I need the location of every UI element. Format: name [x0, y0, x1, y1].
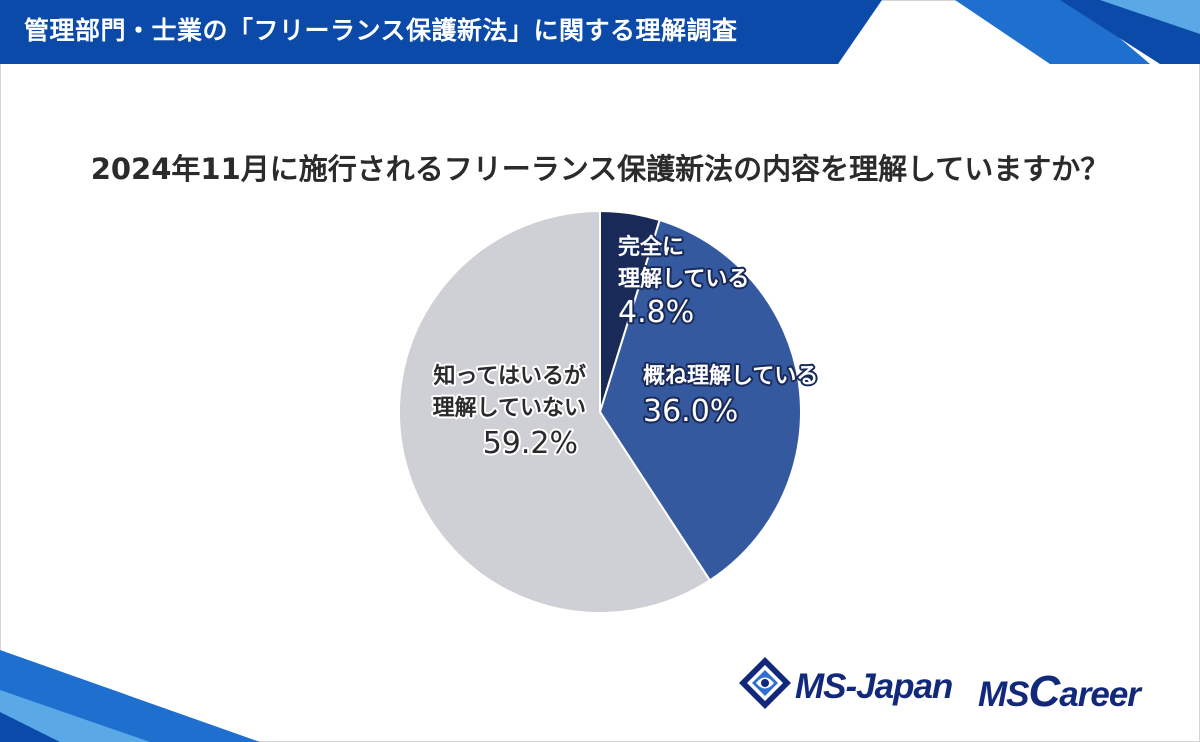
- ms-japan-logo-icon: [739, 657, 791, 709]
- slice-label-3-line-1: 知ってはいるが: [434, 363, 586, 389]
- top-right-stripe-1: [955, 0, 1150, 64]
- pie-slice-3: [398, 209, 712, 614]
- slice-value-label-1: 4.8%: [618, 295, 694, 330]
- chart-title: 2024年11月に施行されるフリーランス保護新法の内容を理解していますか？: [90, 152, 1110, 186]
- ms-career-initial: C: [1028, 667, 1061, 716]
- slice-label-3-line-2: 理解していない: [433, 395, 586, 421]
- slice-label-1-line-2: 理解している: [618, 266, 749, 292]
- page-title: 管理部門・士業の「フリーランス保護新法」に関する理解調査: [24, 16, 738, 45]
- bottom-left-stripe-3: [0, 712, 60, 742]
- slice-label-1-line-1: 完全に: [618, 234, 684, 260]
- ms-career-logo: MSCareer: [978, 667, 1141, 717]
- slice-value-label-2: 36.0%: [643, 394, 738, 429]
- top-right-stripe-3: [1100, 0, 1200, 34]
- bottom-left-stripe-2: [0, 690, 150, 742]
- pie-slice-2: [598, 218, 802, 582]
- header-banner: [0, 0, 882, 64]
- ms-career-prefix: MS: [978, 675, 1029, 714]
- slice-value-label-3: 59.2%: [483, 426, 578, 461]
- ms-career-rest: areer: [1059, 675, 1141, 714]
- slice-label-2-line-1: 概ね理解している: [643, 363, 818, 389]
- ms-japan-logo-text: MS-Japan: [795, 667, 953, 706]
